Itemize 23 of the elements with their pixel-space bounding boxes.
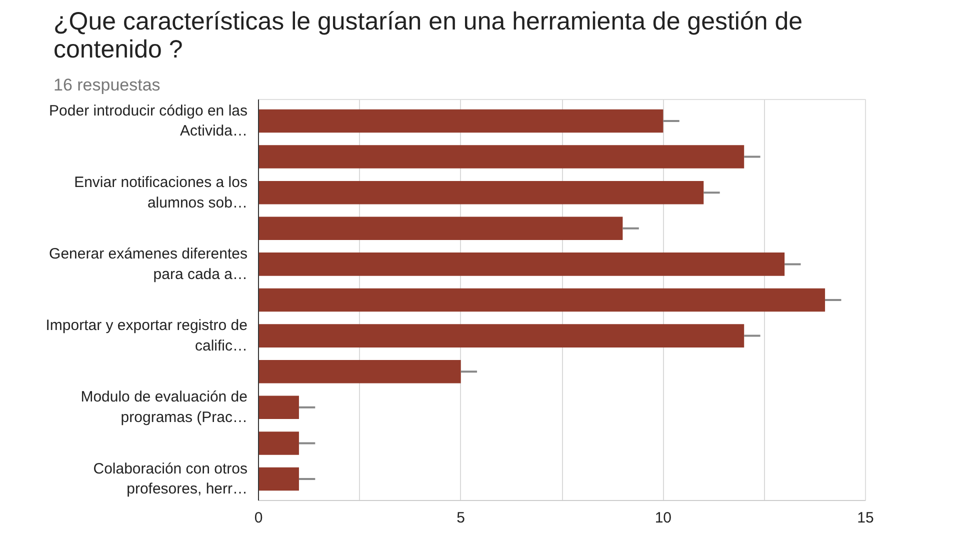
x-tick-label: 5 [456,510,466,526]
bar [258,252,785,276]
bar [258,216,623,240]
bar [258,432,299,455]
bar [258,109,664,133]
bar [258,288,826,312]
text: 16 respuestas [54,76,160,94]
bar [258,324,744,348]
x-tick-label: 0 [254,510,263,526]
bar [258,467,299,491]
chart-title: ¿Que características le gustarían en una herramienta de gestión de contenido ? [54,8,803,64]
y-tick-label: Generar exámenes diferentes para cada a… [49,245,248,283]
bar [258,396,299,420]
bar [258,180,704,204]
bar [258,360,461,384]
y-tick-label: Modulo de evaluación de programas (Prac… [80,388,248,426]
bar [258,145,744,168]
y-tick-label: Enviar notificaciones a los alumnos sob… [74,174,248,212]
y-tick-label: Poder introducir código en las Activida… [49,102,248,140]
x-tick-label: 10 [654,510,672,526]
x-tick-label: 15 [857,510,874,526]
y-tick-label: Importar y exportar registro de calific… [46,317,248,355]
y-tick-label: Colaboración con otros profesores, herr… [93,460,248,498]
